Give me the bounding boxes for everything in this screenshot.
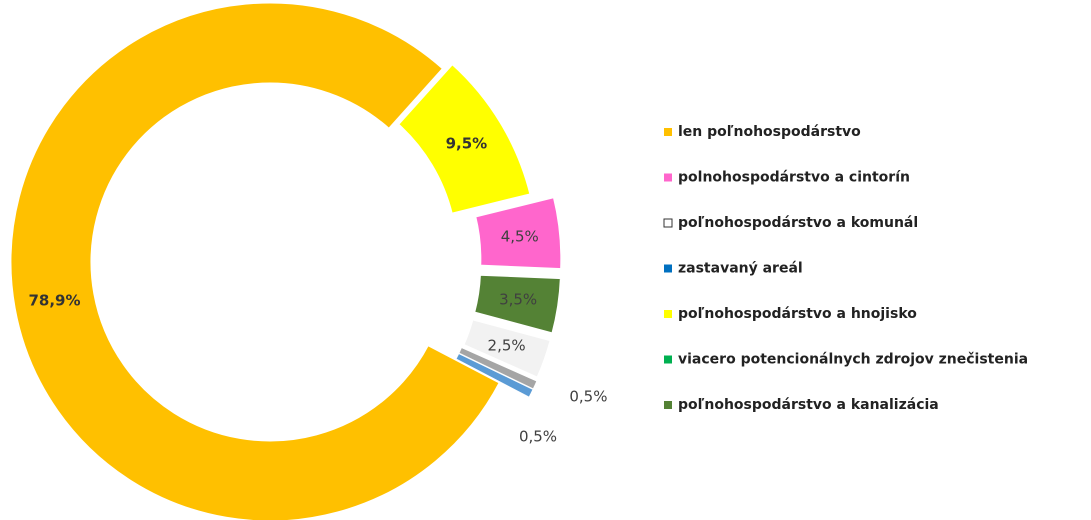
legend-swatch <box>664 401 672 409</box>
data-label: 4,5% <box>501 227 539 245</box>
donut: 78,9% 9,5% 4,5% 3,5% 2,5% 0,5% 0,5% <box>8 0 607 520</box>
legend-label: polnohospodárstvo a cintorín <box>678 170 910 186</box>
legend: len poľnohospodárstvo polnohospodárstvo a… <box>663 124 1028 413</box>
legend-swatch <box>664 310 672 318</box>
slice <box>460 316 554 381</box>
slice <box>472 194 564 272</box>
data-label: 78,9% <box>28 291 80 309</box>
slice <box>395 61 533 217</box>
legend-swatch <box>664 128 672 136</box>
legend-label: poľnohospodárstvo a hnojisko <box>678 306 917 322</box>
legend-swatch <box>663 218 673 228</box>
legend-swatch <box>664 264 672 273</box>
legend-label: len poľnohospodárstvo <box>678 124 861 140</box>
data-label: 9,5% <box>446 135 488 153</box>
data-label: 0,5% <box>519 427 557 445</box>
legend-label: poľnohospodárstvo a komunál <box>678 215 918 231</box>
legend-swatch <box>664 355 672 364</box>
data-label: 0,5% <box>569 388 607 406</box>
data-label: 2,5% <box>488 336 526 354</box>
slice <box>471 272 563 336</box>
slice <box>458 347 537 389</box>
slice <box>455 353 534 398</box>
legend-swatch <box>664 173 672 182</box>
data-label: 3,5% <box>499 290 537 308</box>
legend-label: poľnohospodárstvo a kanalizácia <box>678 397 939 413</box>
legend-label: viacero potencionálnych zdrojov znečiste… <box>678 352 1028 368</box>
slice <box>8 0 503 520</box>
legend-label: zastavaný areál <box>678 261 803 277</box>
